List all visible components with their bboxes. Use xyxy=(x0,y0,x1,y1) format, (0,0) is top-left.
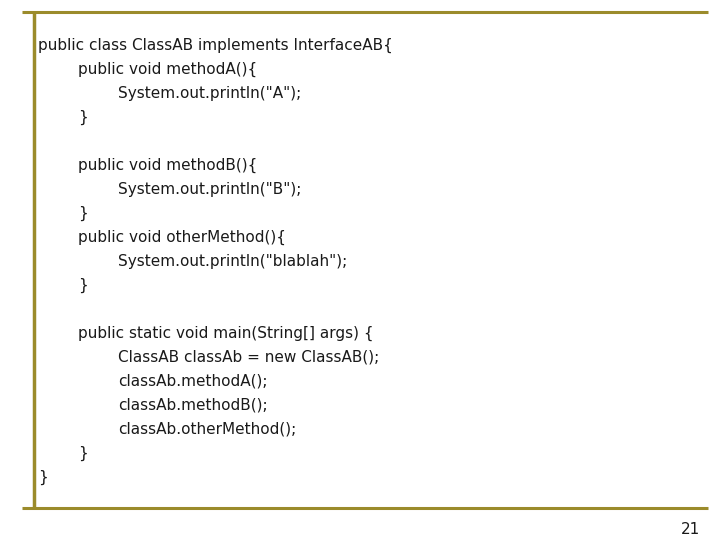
Text: public static void main(String[] args) {: public static void main(String[] args) { xyxy=(78,326,374,341)
Text: classAb.methodA();: classAb.methodA(); xyxy=(118,374,268,389)
Text: System.out.println("blablah");: System.out.println("blablah"); xyxy=(118,254,347,269)
Text: classAb.otherMethod();: classAb.otherMethod(); xyxy=(118,422,296,437)
Text: public class ClassAB implements InterfaceAB{: public class ClassAB implements Interfac… xyxy=(38,38,393,53)
Text: System.out.println("A");: System.out.println("A"); xyxy=(118,86,301,101)
Text: 21: 21 xyxy=(680,522,700,537)
Text: }: } xyxy=(78,278,88,293)
Text: }: } xyxy=(78,110,88,125)
Text: public void otherMethod(){: public void otherMethod(){ xyxy=(78,230,286,245)
Text: }: } xyxy=(78,206,88,221)
Text: System.out.println("B");: System.out.println("B"); xyxy=(118,182,302,197)
Text: public void methodA(){: public void methodA(){ xyxy=(78,62,257,77)
Text: ClassAB classAb = new ClassAB();: ClassAB classAb = new ClassAB(); xyxy=(118,350,379,365)
Text: }: } xyxy=(78,446,88,461)
Text: }: } xyxy=(38,470,48,485)
Text: public void methodB(){: public void methodB(){ xyxy=(78,158,257,173)
Text: classAb.methodB();: classAb.methodB(); xyxy=(118,398,268,413)
